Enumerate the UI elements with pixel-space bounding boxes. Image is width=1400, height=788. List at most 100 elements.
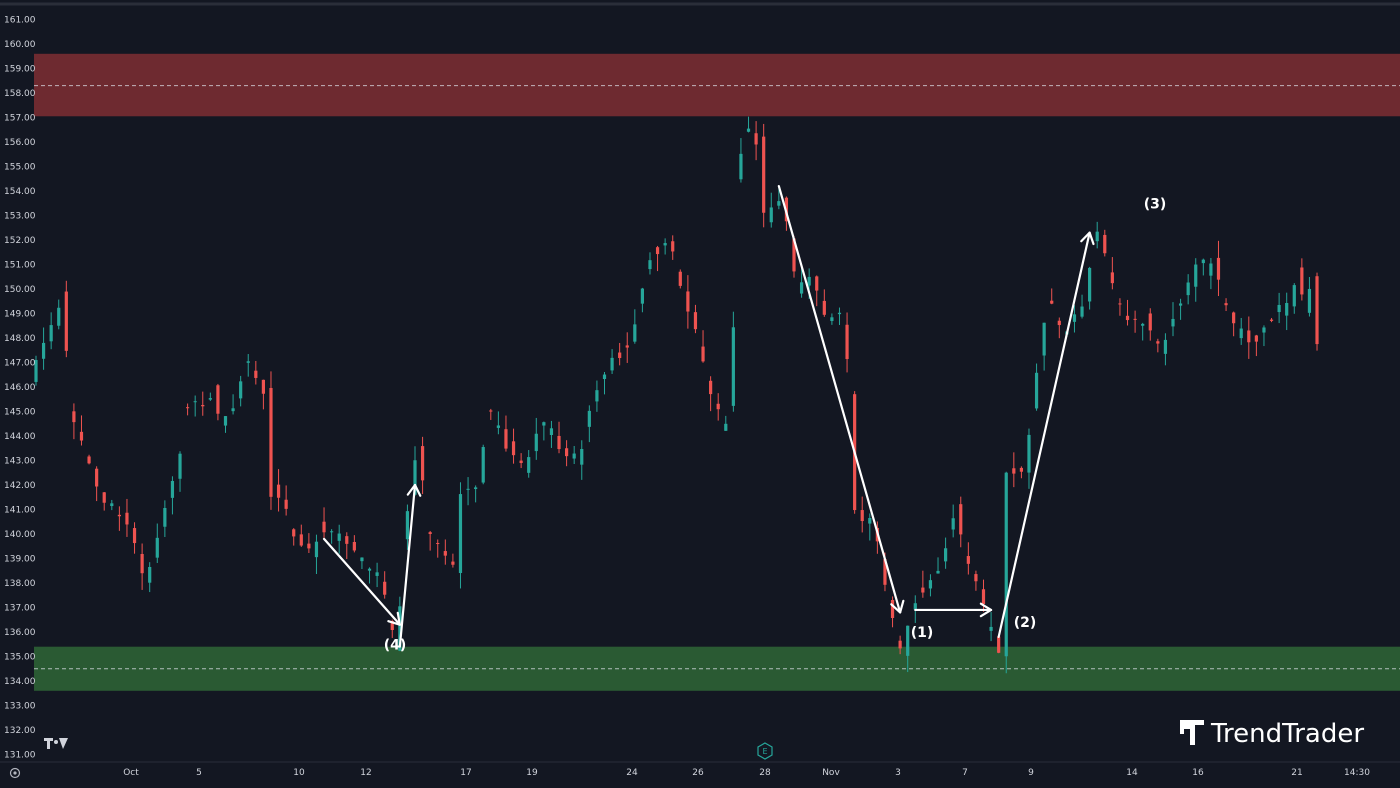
candle-body (1012, 468, 1016, 474)
candle-body (436, 543, 440, 545)
candle-body (966, 556, 970, 564)
price-tick-label: 143.00 (4, 457, 36, 467)
brand-logo-icon (1180, 720, 1204, 745)
time-tick-label: 17 (460, 768, 471, 778)
candle-body (345, 536, 349, 544)
candle-body (746, 128, 751, 132)
candle-body (542, 422, 546, 426)
zone-supply[interactable] (34, 53, 1400, 117)
candle-body (565, 448, 569, 457)
candle-body (762, 136, 766, 213)
candle-body (420, 446, 425, 481)
time-tick-label: Oct (123, 768, 139, 778)
price-tick-label: 146.00 (4, 383, 36, 393)
candle-body (276, 484, 281, 498)
arrow-shaft[interactable] (997, 231, 1091, 639)
candle-body (41, 342, 46, 359)
price-tick-label: 150.00 (4, 285, 36, 295)
time-tick-label: 26 (692, 768, 704, 778)
candle-body (398, 606, 402, 651)
candle-body (898, 640, 902, 649)
price-tick-label: 156.00 (4, 138, 36, 148)
candle-body (557, 435, 561, 450)
arrow-head (890, 599, 905, 614)
candle-body (618, 352, 622, 359)
arrow-shaft[interactable] (322, 537, 401, 626)
time-tick-label: 21 (1291, 768, 1302, 778)
candle-body (981, 589, 986, 605)
candle-body (49, 325, 53, 342)
candle-body (292, 529, 296, 537)
candle-body (307, 543, 311, 549)
candle-body (587, 410, 591, 427)
wave-label: (1) (911, 625, 934, 641)
candle-body (117, 514, 121, 517)
candle-body (989, 626, 993, 631)
price-tick-label: 153.00 (4, 212, 36, 222)
settings-gear-icon[interactable] (9, 767, 21, 779)
price-tick-label: 132.00 (4, 726, 36, 736)
candle-body (1042, 322, 1046, 356)
candle-body (1034, 372, 1039, 409)
candle-body (1262, 327, 1266, 333)
candle-body (655, 247, 660, 255)
candle-body (299, 534, 303, 546)
candle-body (352, 541, 356, 551)
candle-body (883, 559, 887, 585)
time-axis[interactable]: Oct 5 10 12 17 19 24 26 28 Nov 3 7 9 14 16 21 14:30 (123, 768, 1370, 778)
candle-body (1269, 319, 1274, 321)
events-icon[interactable]: E (757, 742, 773, 760)
candle-body (87, 456, 91, 464)
tradingview-logo-icon[interactable] (44, 738, 68, 749)
price-tick-label: 151.00 (4, 261, 36, 271)
candle-body (1292, 285, 1296, 307)
candle-body (216, 385, 220, 414)
candle-body (95, 468, 99, 487)
candle-body (1178, 303, 1183, 306)
time-tick-label: 7 (962, 768, 968, 778)
candle-body (314, 541, 319, 558)
gear-inner (13, 771, 17, 775)
candle-body (428, 532, 432, 534)
price-tick-label: 139.00 (4, 555, 36, 565)
candle-body (921, 587, 925, 593)
tv-logo-dot (54, 740, 58, 744)
time-tick-label: 19 (526, 768, 538, 778)
candle-body (1216, 257, 1221, 280)
candle-body (1004, 472, 1008, 657)
price-tick-label: 155.00 (4, 163, 36, 173)
candle-body (231, 408, 235, 412)
wave-label: (4) (384, 637, 407, 653)
candle-body (57, 307, 61, 326)
candle-body (1186, 282, 1190, 296)
arrow-head (387, 611, 401, 626)
candle-body (239, 381, 243, 399)
candle-body (1163, 339, 1168, 354)
time-tick-label: 10 (293, 768, 305, 778)
time-tick-label: 14 (1126, 768, 1138, 778)
price-tick-label: 145.00 (4, 408, 36, 418)
candle-body (1141, 323, 1145, 326)
candle-body (580, 449, 584, 465)
candle-body (1110, 272, 1114, 284)
candle-body (170, 480, 175, 498)
arrows-layer (322, 185, 1095, 648)
time-tick-label: 16 (1192, 768, 1204, 778)
candle-body (845, 324, 849, 360)
candle-body (1285, 302, 1289, 316)
time-tick-label: 24 (626, 768, 638, 778)
price-tick-label: 152.00 (4, 236, 36, 246)
candle-body (1224, 303, 1228, 306)
price-tick-label: 160.00 (4, 40, 36, 50)
candle-body (1307, 288, 1312, 313)
arrow-shaft[interactable] (398, 483, 417, 648)
candle-body (1201, 259, 1205, 264)
price-axis[interactable]: 161.00 160.00 159.00 158.00 157.00 156.00 155.… (4, 16, 36, 761)
arrow-shaft[interactable] (777, 185, 902, 614)
candle-body (754, 133, 758, 145)
time-tick-label: 9 (1028, 768, 1034, 778)
candle-body (648, 260, 652, 270)
candle-body (928, 580, 933, 589)
candle-body (496, 425, 500, 428)
